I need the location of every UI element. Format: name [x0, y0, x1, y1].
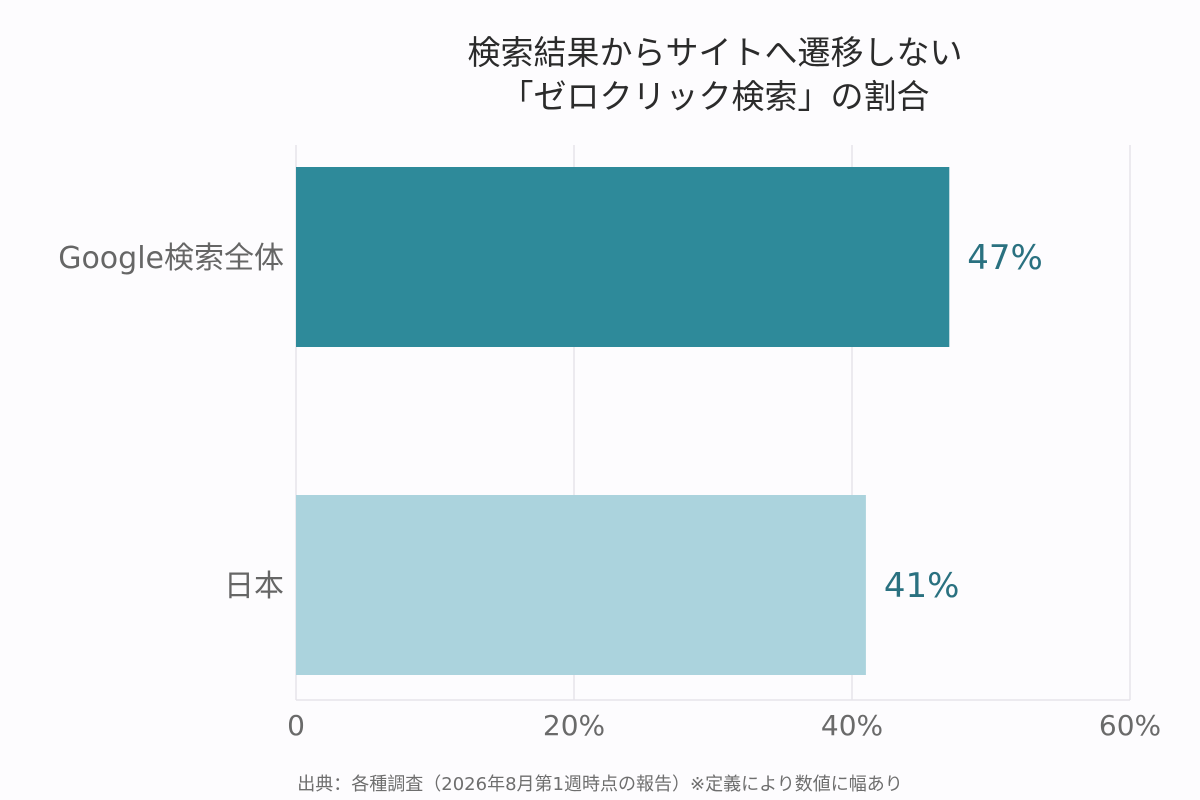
chart-title: 検索結果からサイトへ遷移しない	[468, 33, 963, 72]
value-label: 47%	[967, 238, 1043, 278]
x-tick-label: 0	[287, 709, 305, 742]
labels: 0 20% 40% 60% Google検索全体 47% 日本 41%	[58, 238, 1161, 742]
bars	[296, 167, 950, 675]
value-label: 41%	[884, 566, 960, 606]
source-note: 出典：各種調査（2026年8月第1週時点の報告）※定義により数値に幅あり	[297, 774, 902, 795]
x-tick-label: 40%	[821, 709, 883, 742]
chart-subtitle: 「ゼロクリック検索」の割合	[501, 77, 930, 116]
x-tick-label: 60%	[1099, 709, 1161, 742]
category-label: Google検索全体	[58, 241, 284, 276]
x-tick-label: 20%	[543, 709, 605, 742]
category-label: 日本	[224, 569, 284, 604]
bar	[296, 495, 866, 675]
bar	[296, 167, 950, 347]
